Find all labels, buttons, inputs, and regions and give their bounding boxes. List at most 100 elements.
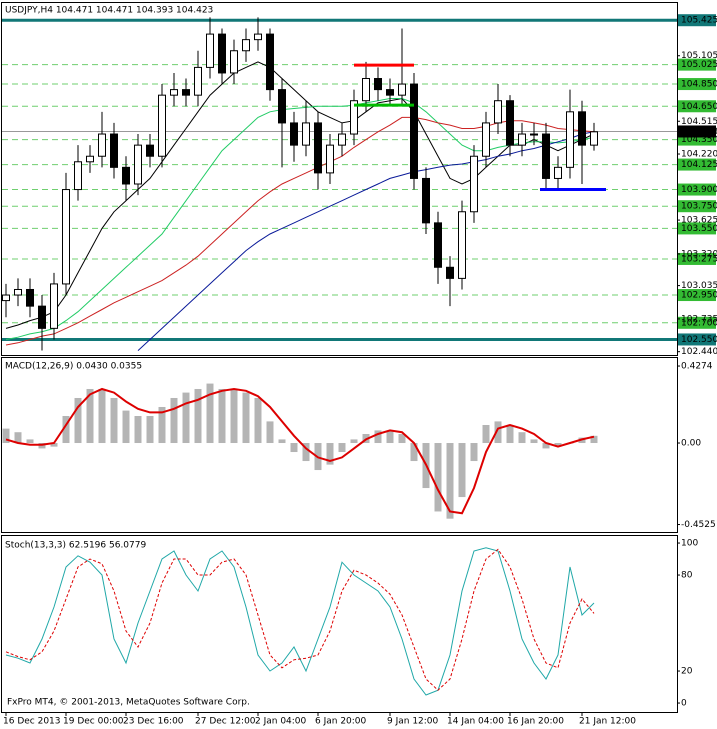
candle-body [398,83,406,96]
band-label: 102.550 [681,335,717,345]
level-label: 104.850 [681,80,717,90]
candle-body [158,94,166,157]
macd-bar [518,432,526,444]
macd-bar [74,397,82,444]
candle-body [434,222,442,268]
candle-body [458,211,466,279]
macd-bar [26,439,34,444]
y-tick-label: 0.00 [681,439,701,449]
macd-bar [554,443,562,447]
macd-bar [194,388,202,444]
macd-bar [86,388,94,444]
x-tick-label: 23 Dec 16:00 [123,717,184,727]
y-tick-label: 103.625 [681,216,717,226]
macd-bar [398,434,406,444]
candle-body [422,177,430,224]
candle-body [74,161,82,191]
macd-bar [374,430,382,444]
macd-bar [146,416,154,444]
candle-body [194,66,202,96]
macd-bar [230,388,238,444]
candle-body [506,100,514,146]
macd-bar [482,425,490,444]
macd-bar [542,443,550,449]
macd-bar [494,421,502,444]
level-label: 102.950 [681,291,717,301]
x-tick-label: 16 Dec 2013 [3,717,61,727]
macd-bar [446,443,454,519]
candle-body [566,111,574,168]
candle-body [494,100,502,124]
level-label-bg [678,222,716,235]
macd-bar [350,439,358,444]
candle-body [2,294,10,302]
y-tick-label: 104.515 [681,117,717,127]
macd-bar [590,435,598,444]
candle-body [14,288,22,296]
level-label-bg [678,78,716,91]
panel-title: USDJPY,H4 104.471 104.471 104.393 104.42… [5,6,213,16]
candle-body [50,283,58,329]
level-label-bg [678,100,716,113]
y-tick-label: 105.105 [681,51,717,61]
level-label-bg [678,158,716,171]
macd-bar [50,443,58,447]
level-label: 103.750 [681,202,717,212]
candle-body [122,166,130,185]
y-tick-label: -0.4525 [681,520,716,530]
macd-bar [338,443,346,453]
macd-bar [98,388,106,444]
macd-bar [14,432,22,444]
level-label: 103.900 [681,185,717,195]
level-label-bg [678,289,716,302]
macd-bar [410,443,418,462]
level-label: 102.700 [681,318,717,328]
y-tick-label: 102.440 [681,347,717,357]
candle-body [530,133,538,136]
candle-body [62,189,70,285]
candle-body [386,89,394,96]
x-tick-label: 19 Dec 00:00 [63,717,124,727]
candle-body [446,266,454,279]
candle-body [314,122,322,174]
moving-average [5,98,595,340]
plot-layer: 105.025 104.850 104.650 104.350 104.125 103.9… [2,6,717,727]
y-tick-label: 102.735 [681,314,717,324]
level-label: 104.650 [681,102,717,112]
x-tick-label: 9 Jan 12:00 [387,717,439,727]
macd-bar [122,410,130,444]
moving-average [137,131,595,351]
level-label-bg [678,58,716,71]
level-label-bg [678,183,716,196]
candle-body [578,111,586,146]
candle-body [290,122,298,146]
candle-body [98,133,106,157]
macd-bar [458,443,466,498]
candle-body [38,305,46,329]
moving-average [5,116,595,346]
x-tick-label: 21 Jan 12:00 [579,717,636,727]
candle-body [86,155,94,163]
y-tick-label: 103.035 [681,281,717,291]
candle-body [362,78,370,102]
y-tick-label: 80 [681,571,693,581]
macd-bar [182,392,190,444]
macd-bar [506,425,514,444]
macd-bar [134,416,142,444]
candle-body [230,50,238,74]
candle-body [206,33,214,68]
candle-body [518,133,526,146]
price-panel [1,2,678,356]
macd-bar [434,443,442,512]
level-label-bg [678,316,716,329]
candle-body [26,288,34,307]
macd-bar [62,416,70,444]
candle-body [170,89,178,96]
candle-body [338,133,346,146]
current-price-bg [678,125,716,138]
candle-body [350,100,358,135]
candle-body [374,78,382,91]
band-label-bg [678,333,716,346]
signal-line [5,387,595,515]
